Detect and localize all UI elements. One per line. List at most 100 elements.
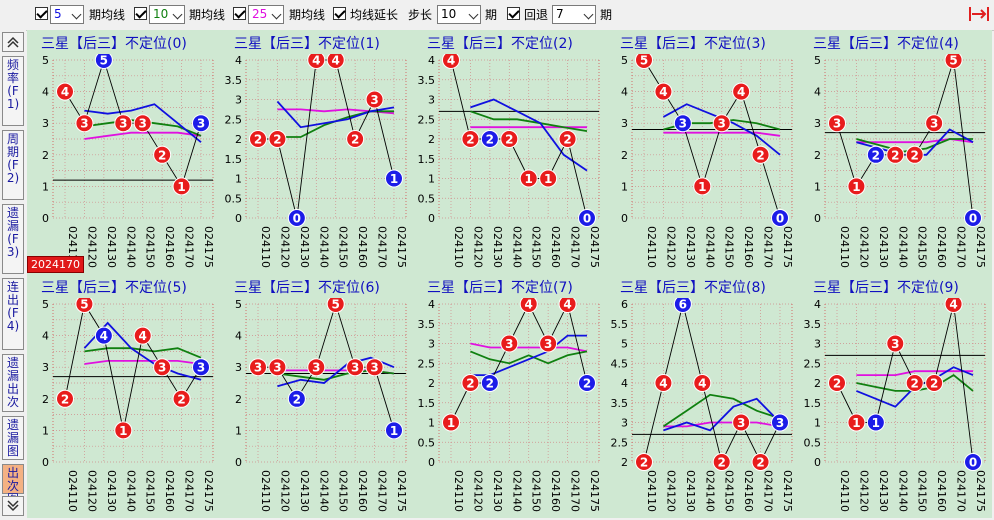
sidebar-item-frequency[interactable]: 频率(F1) [2, 56, 24, 126]
data-point: 4 [654, 82, 673, 101]
data-point-label: 3 [544, 337, 552, 351]
data-point: 3 [673, 114, 692, 133]
ma25-label: 期均线 [289, 8, 326, 22]
ma10-checkbox[interactable] [134, 7, 147, 20]
ma25-period-select[interactable]: 25 [248, 5, 284, 24]
chart-title: 三星【后三】不定位(1) [234, 36, 380, 52]
ma25-checkbox[interactable] [233, 7, 246, 20]
data-point-marker [964, 453, 982, 471]
data-point: 1 [847, 177, 866, 196]
y-tick-label: 0 [235, 456, 242, 469]
data-point-label: 0 [776, 212, 784, 226]
data-point: 3 [346, 358, 365, 377]
y-tick-label: 4 [814, 298, 821, 311]
y-tick-label: 3.5 [611, 397, 629, 410]
ma10-line [84, 347, 202, 359]
sidebar-item-omission-count[interactable]: 遗漏出次 [2, 354, 24, 412]
back-select[interactable]: 7 [552, 5, 596, 24]
x-tick-label: 024170 [569, 226, 582, 268]
data-point-marker [480, 374, 499, 392]
data-point-label: 4 [659, 377, 667, 391]
x-tick-label: 024120 [471, 470, 484, 512]
data-point-label: 4 [525, 298, 533, 312]
ma25-line [84, 131, 202, 140]
data-point-marker [172, 177, 191, 196]
ma5-line [470, 98, 588, 172]
chart-title: 三星【后三】不定位(4) [813, 36, 959, 52]
sidebar-item-count-chart[interactable]: 出次图 [2, 464, 24, 506]
ma5-period-select[interactable]: 5 [50, 5, 84, 24]
data-point: 2 [500, 130, 519, 148]
data-point-marker [365, 90, 384, 109]
data-point-marker [693, 177, 712, 196]
data-point-label: 5 [80, 298, 88, 312]
sidebar-item-label: 连出(F4) [6, 280, 20, 333]
x-tick-label: 024130 [877, 470, 890, 512]
data-point-marker [172, 389, 191, 408]
ma25-line [84, 360, 202, 365]
ma10-period-select[interactable]: 10 [149, 5, 185, 24]
data-point: 3 [249, 358, 267, 377]
scroll-down-button[interactable] [2, 496, 24, 516]
chart-area: 三星【后三】不定位(0) 0 1 2 3 4 5 024110 024120 024130 0241… [27, 30, 992, 518]
scroll-up-button[interactable] [2, 32, 24, 52]
data-point-label: 1 [390, 172, 398, 186]
data-point: 1 [539, 169, 558, 188]
y-tick-label: 1 [235, 173, 242, 186]
data-point: 0 [964, 453, 982, 471]
ma5-checkbox[interactable] [35, 7, 48, 20]
data-point-marker [307, 54, 326, 69]
data-point-label: 2 [583, 377, 591, 391]
x-tick-label: 024160 [163, 226, 176, 268]
grid [53, 59, 213, 219]
data-point-marker [56, 82, 74, 101]
data-point-marker [133, 114, 152, 133]
data-point-marker [828, 374, 846, 392]
sidebar-item-omission[interactable]: 遗漏(F3) [2, 204, 24, 274]
sidebar-item-cycle[interactable]: 周期(F2) [2, 130, 24, 200]
x-tick-label: 024120 [664, 226, 677, 268]
chart-panel: 2 2.5 3 3.5 4 4.5 5 5.5 6 024110 024120 024130 02414… [611, 298, 794, 512]
data-point-label: 2 [756, 148, 764, 162]
ma25-line [856, 370, 973, 376]
data-point-label: 3 [776, 416, 784, 430]
y-tick-label: 3 [428, 338, 435, 351]
data-point-label: 3 [119, 117, 127, 131]
ma-extend-checkbox[interactable] [333, 7, 346, 20]
data-point: 2 [751, 453, 770, 471]
x-tick-label: 024150 [337, 470, 350, 512]
y-tick-label: 4 [42, 86, 49, 99]
back-checkbox[interactable] [507, 7, 520, 20]
data-point-label: 3 [351, 361, 359, 375]
data-point-label: 3 [718, 117, 726, 131]
data-point-label: 2 [833, 377, 841, 391]
data-point-marker [114, 421, 133, 440]
exit-icon[interactable] [968, 4, 990, 24]
chevron-down-icon [7, 500, 19, 512]
sidebar-item-omission-chart[interactable]: 遗漏图 [2, 416, 24, 460]
data-point-label: 2 [640, 456, 648, 470]
ma10-line [662, 393, 781, 428]
data-point-label: 2 [466, 377, 474, 391]
data-point-label: 6 [679, 298, 687, 312]
data-point-label: 4 [659, 85, 667, 99]
data-point-marker [635, 453, 653, 471]
data-point-marker [905, 374, 924, 392]
y-tick-label: 3.5 [225, 74, 243, 87]
data-point-label: 2 [351, 133, 359, 147]
data-point-marker [346, 130, 365, 148]
data-point-label: 5 [100, 54, 108, 68]
x-tick-label: 024140 [896, 470, 909, 512]
data-point-marker [385, 421, 403, 440]
data-point-marker [500, 130, 519, 148]
x-tick-label: 024150 [530, 470, 543, 512]
sidebar-item-consecutive[interactable]: 连出(F4) [2, 278, 24, 350]
x-tick-label: 024130 [684, 470, 697, 512]
data-point-label: 2 [505, 133, 513, 147]
data-point-label: 4 [737, 85, 745, 99]
step-select[interactable]: 10 [437, 5, 481, 24]
data-point-label: 2 [273, 133, 281, 147]
